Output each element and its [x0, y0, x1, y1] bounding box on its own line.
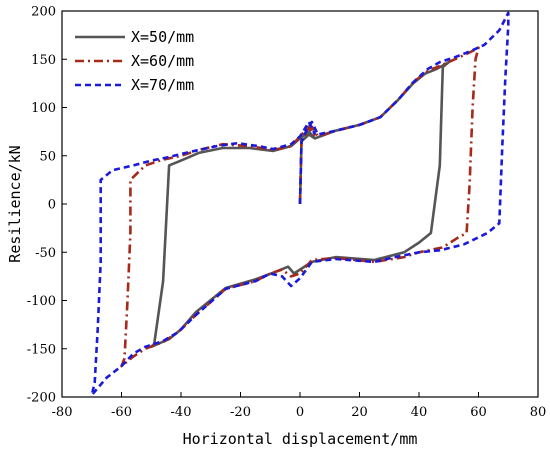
x-axis-label: Horizontal displacement/mm: [183, 430, 418, 448]
x-tick-label: 0: [296, 405, 304, 420]
series-line-2: [120, 46, 480, 368]
series-line-3: [90, 11, 510, 397]
legend-label: X=50/mm: [131, 28, 194, 46]
x-tick-label: -40: [171, 405, 192, 420]
y-tick-label: 150: [31, 53, 56, 68]
x-tick-label: 20: [351, 405, 368, 420]
series-line-1: [150, 60, 451, 349]
legend-label: X=70/mm: [131, 76, 194, 94]
y-axis-label: Resilience/kN: [6, 145, 24, 262]
y-tick-label: -100: [27, 294, 56, 309]
y-tick-label: 100: [31, 101, 56, 116]
x-tick-label: 40: [411, 405, 428, 420]
y-tick-label: 200: [31, 5, 56, 20]
y-tick-label: -150: [27, 342, 56, 357]
y-tick-label: -200: [27, 391, 56, 406]
x-tick-label: -20: [230, 405, 251, 420]
x-tick-label: 80: [530, 405, 547, 420]
x-tick-label: 60: [470, 405, 487, 420]
ticks-layer: -80 -60 -40 -20 0 20 40 60 80-200-150-100-500501…: [27, 5, 546, 421]
legend-label: X=60/mm: [131, 52, 194, 70]
series-layer: [90, 11, 510, 397]
y-tick-label: 50: [39, 149, 56, 164]
legend: X=50/mm X=60/mm X=70/mm: [75, 28, 194, 94]
y-tick-label: 0: [48, 198, 56, 213]
x-tick-label: -60: [111, 405, 132, 420]
y-tick-label: -50: [35, 246, 56, 261]
x-tick-label: -80: [52, 405, 73, 420]
